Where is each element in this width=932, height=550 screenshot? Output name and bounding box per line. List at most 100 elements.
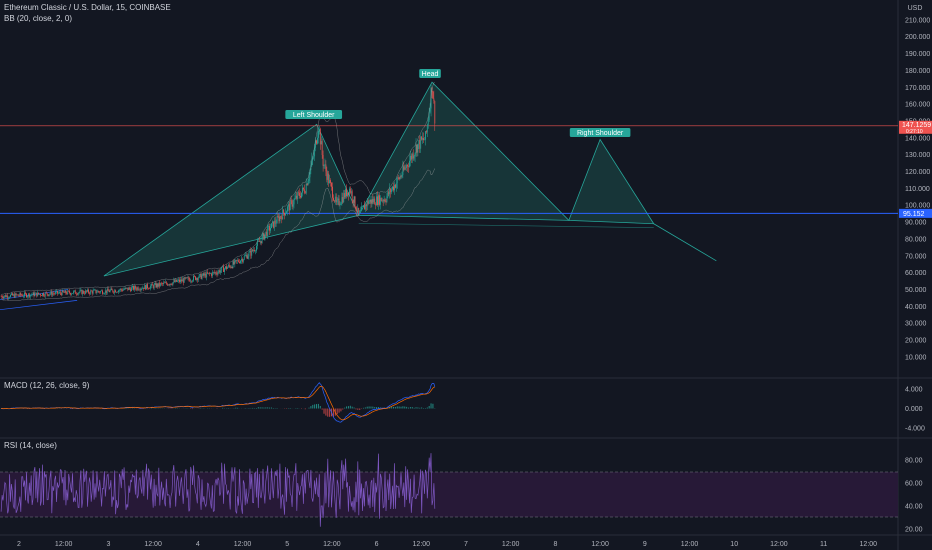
candle-body xyxy=(195,278,197,280)
candle-body xyxy=(401,175,403,177)
bb-legend[interactable]: BB (20, close, 2, 0) xyxy=(4,14,73,23)
macd-hist-bar xyxy=(338,408,340,413)
candle-body xyxy=(156,283,158,288)
candle-body xyxy=(162,283,163,284)
rsi-tick-label: 20.00 xyxy=(905,527,923,534)
candle-body xyxy=(338,198,340,206)
candle-body xyxy=(50,291,52,294)
candle-body xyxy=(179,279,180,282)
candle-body xyxy=(117,291,118,293)
candle-body xyxy=(103,293,105,294)
candle-body xyxy=(197,277,199,281)
macd-hist-bar xyxy=(312,404,314,409)
macd-hist-bar xyxy=(430,403,432,409)
candle-body xyxy=(193,275,194,281)
candle-body xyxy=(281,217,283,220)
candle-body xyxy=(209,272,210,274)
candle-body xyxy=(315,140,316,148)
candle-body xyxy=(88,289,89,293)
rsi-legend[interactable]: RSI (14, close) xyxy=(4,441,57,450)
price-tick-label: 70.000 xyxy=(905,253,927,260)
candle-body xyxy=(114,290,116,293)
candle-body xyxy=(21,295,23,296)
price-tick-label: 170.000 xyxy=(905,85,930,92)
macd-hist-bar xyxy=(411,407,413,409)
candle-body xyxy=(211,272,213,276)
candle-body xyxy=(8,297,10,299)
candle-body xyxy=(407,165,408,167)
time-tick-label: 12:00 xyxy=(770,541,788,548)
candle-body xyxy=(40,294,41,296)
candle-body xyxy=(147,284,148,289)
candle-body xyxy=(404,167,406,170)
candle-body xyxy=(361,206,362,210)
candle-body xyxy=(138,289,140,291)
candle-body xyxy=(366,200,368,207)
price-tick-label: 200.000 xyxy=(905,34,930,41)
candle-body xyxy=(319,128,321,145)
candle-body xyxy=(210,273,211,274)
candle-body xyxy=(25,292,26,294)
candle-body xyxy=(128,287,130,291)
candle-body xyxy=(224,268,225,272)
candle-body xyxy=(332,186,333,198)
candle-body xyxy=(187,277,189,279)
candle-body xyxy=(160,283,162,286)
candle-body xyxy=(68,290,70,292)
left-shoulder-label: Left Shoulder xyxy=(293,112,335,119)
macd-hist-bar xyxy=(332,408,334,417)
candle-body xyxy=(194,275,195,277)
candle-body xyxy=(83,291,85,294)
price-axis-currency: USD xyxy=(908,5,923,12)
time-tick-label: 12:00 xyxy=(681,541,699,548)
candle-body xyxy=(389,188,391,195)
candle-body xyxy=(41,295,42,296)
candles-group xyxy=(0,84,436,301)
candle-body xyxy=(124,287,126,290)
candle-body xyxy=(184,277,186,279)
candle-body xyxy=(259,241,261,242)
candle-body xyxy=(410,155,412,160)
candle-body xyxy=(283,209,285,213)
candle-body xyxy=(359,210,361,214)
macd-hist-bar xyxy=(269,407,271,409)
candle-body xyxy=(382,200,384,202)
candle-body xyxy=(405,167,407,169)
time-tick-label: 12:00 xyxy=(323,541,341,548)
candle-body xyxy=(108,290,110,293)
candle-body xyxy=(180,279,182,282)
macd-hist-bar xyxy=(377,407,379,409)
candle-body xyxy=(186,277,188,279)
macd-hist-bar xyxy=(392,406,394,409)
candle-body xyxy=(222,266,224,268)
macd-hist-bar xyxy=(237,407,239,409)
time-tick-label: 7 xyxy=(464,541,468,548)
price-tick-label: 190.000 xyxy=(905,51,930,58)
candle-body xyxy=(380,197,382,202)
time-tick-label: 3 xyxy=(106,541,110,548)
price-tick-label: 130.000 xyxy=(905,152,930,159)
macd-hist-bar xyxy=(323,408,325,414)
candle-body xyxy=(373,198,375,203)
candle-body xyxy=(278,216,280,222)
candle-body xyxy=(11,293,12,295)
candle-body xyxy=(135,288,137,290)
candle-body xyxy=(336,199,338,203)
macd-hist-bar xyxy=(308,407,310,409)
candle-body xyxy=(120,288,122,290)
candle-body xyxy=(42,293,44,296)
candle-body xyxy=(200,273,202,279)
candle-body xyxy=(276,216,278,224)
candle-body xyxy=(242,259,244,262)
macd-legend[interactable]: MACD (12, 26, close, 9) xyxy=(4,381,90,390)
candle-body xyxy=(394,184,396,188)
candle-body xyxy=(7,295,9,298)
candle-body xyxy=(266,231,268,236)
symbol-legend[interactable]: Ethereum Classic / U.S. Dollar, 15, COIN… xyxy=(4,3,171,12)
candle-body xyxy=(130,288,132,292)
candle-body xyxy=(26,293,27,298)
macd-hist-bar xyxy=(289,407,291,409)
candle-body xyxy=(246,254,248,259)
